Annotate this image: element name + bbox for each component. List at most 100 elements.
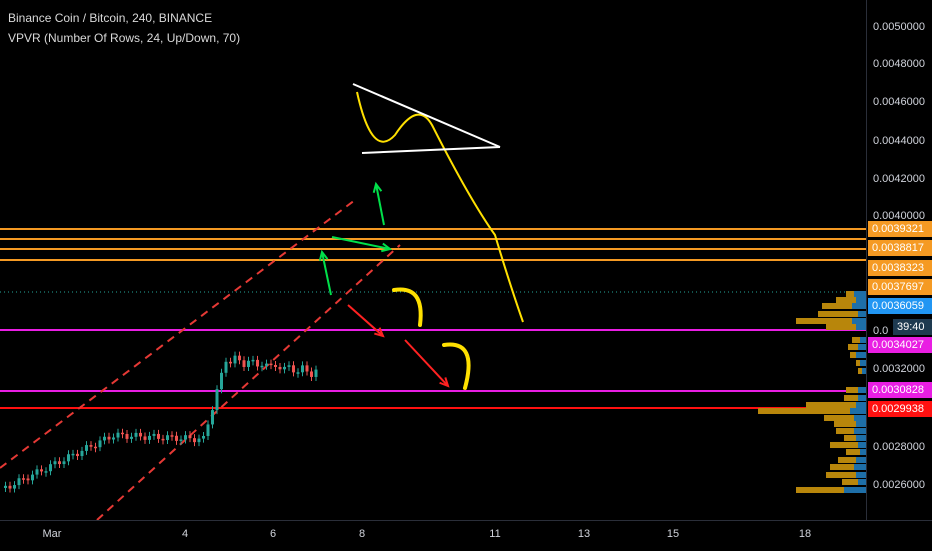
candle-body — [161, 438, 165, 441]
candle-body — [67, 454, 70, 462]
candle-body — [251, 359, 255, 362]
time-tick: 13 — [577, 528, 591, 540]
channel-upper-line — [0, 199, 356, 469]
price-tick: 0.0048000 — [873, 58, 925, 70]
candle-body — [305, 365, 309, 372]
volume-profile-up-bar — [858, 311, 866, 317]
white-trendline — [361, 146, 501, 154]
candle-body — [260, 365, 264, 368]
price-tick: 0.0044000 — [873, 135, 925, 147]
candle-body — [202, 435, 205, 439]
yellow-projection-path — [356, 91, 524, 323]
candle-body — [310, 371, 313, 377]
candle-body — [269, 363, 273, 366]
price-tag-red-line: 0.0029938 — [868, 401, 932, 417]
candle-body — [188, 435, 192, 439]
volume-profile-up-bar — [856, 435, 866, 441]
candle-body — [238, 355, 241, 361]
candle-body — [274, 364, 277, 367]
price-tag-last: 0.0036059 — [868, 298, 932, 314]
candle-body — [157, 433, 160, 439]
volume-profile-down-bar — [796, 318, 852, 324]
candle-body — [4, 485, 7, 488]
candle-body — [296, 372, 300, 374]
volume-profile-down-bar — [822, 303, 852, 309]
candle-body — [220, 372, 223, 390]
volume-profile-up-bar — [854, 415, 866, 421]
candle-body — [175, 435, 178, 441]
time-tick: 6 — [269, 528, 277, 540]
volume-profile-down-bar — [846, 449, 860, 455]
candle-body — [256, 359, 259, 367]
volume-profile-down-bar — [834, 421, 856, 427]
candle-body — [89, 445, 93, 447]
candle-body — [22, 478, 25, 480]
price-tick: 0.0040000 — [873, 210, 925, 222]
candle-body — [301, 365, 304, 373]
candle-body — [152, 433, 156, 436]
price-tick: 0.0026000 — [873, 479, 925, 491]
volume-profile-down-bar — [858, 368, 862, 374]
price-tag-resistance-3: 0.0038323 — [868, 260, 932, 276]
volume-profile-down-bar — [838, 457, 856, 463]
price-tag-resistance-4: 0.0037697 — [868, 279, 932, 295]
candle-body — [8, 485, 12, 489]
price-tick: 0.0050000 — [873, 21, 925, 33]
green-arrow-head — [372, 181, 383, 193]
candle-body — [130, 436, 133, 439]
volume-profile-down-bar — [826, 472, 856, 478]
candle-body — [247, 360, 250, 367]
volume-profile-up-bar — [856, 297, 866, 303]
candle-body — [62, 461, 66, 465]
candle-body — [283, 366, 286, 370]
candle-body — [314, 369, 318, 377]
volume-profile-down-bar — [824, 415, 854, 421]
price-tag-support-2: 0.0030828 — [868, 382, 932, 398]
volume-profile-up-bar — [854, 291, 866, 297]
candle-body — [103, 436, 106, 441]
candle-body — [233, 355, 237, 364]
price-tick-partial: 0.0 — [873, 325, 889, 337]
candle-body — [107, 436, 111, 440]
volume-profile-down-bar — [852, 337, 860, 343]
time-tick: 4 — [181, 528, 189, 540]
candle-body — [184, 435, 187, 440]
time-tick: Mar — [42, 528, 62, 540]
volume-profile-down-bar — [830, 442, 858, 448]
volume-profile-up-bar — [856, 352, 866, 358]
volume-profile-up-bar — [850, 408, 866, 414]
symbol-title[interactable]: Binance Coin / Bitcoin, 240, BINANCE — [8, 11, 213, 25]
candle-body — [197, 438, 201, 443]
volume-profile-up-bar — [856, 421, 866, 427]
red-arrow-head — [374, 327, 385, 338]
volume-profile-down-bar — [850, 352, 856, 358]
candle-body — [139, 432, 142, 437]
vpvr-indicator-label[interactable]: VPVR (Number Of Rows, 24, Up/Down, 70) — [8, 31, 241, 45]
time-tick: 18 — [798, 528, 812, 540]
volume-profile-down-bar — [844, 435, 856, 441]
volume-profile-down-bar — [796, 487, 844, 493]
candle-body — [170, 435, 174, 437]
green-arrow-head — [318, 249, 329, 261]
volume-profile-down-bar — [846, 387, 858, 393]
time-axis[interactable]: Mar 4 6 8 11 13 15 18 — [0, 520, 932, 551]
green-arrow-head — [381, 242, 393, 253]
candle-body — [40, 469, 43, 472]
candle-body — [53, 461, 57, 465]
candle-body — [229, 361, 232, 364]
candle-body — [35, 469, 39, 475]
candle-body — [125, 433, 129, 439]
candle-body — [179, 439, 183, 441]
red-arrow-head — [439, 377, 450, 388]
volume-profile-up-bar — [858, 479, 866, 485]
volume-profile-up-bar — [860, 449, 866, 455]
time-tick: 15 — [666, 528, 680, 540]
volume-profile-up-bar — [858, 387, 866, 393]
candle-body — [80, 450, 84, 457]
price-tag-resistance-1: 0.0039321 — [868, 221, 932, 237]
volume-profile-up-bar — [858, 344, 866, 350]
price-tag-support-1: 0.0034027 — [868, 337, 932, 353]
yellow-bounce-curve — [392, 287, 423, 327]
